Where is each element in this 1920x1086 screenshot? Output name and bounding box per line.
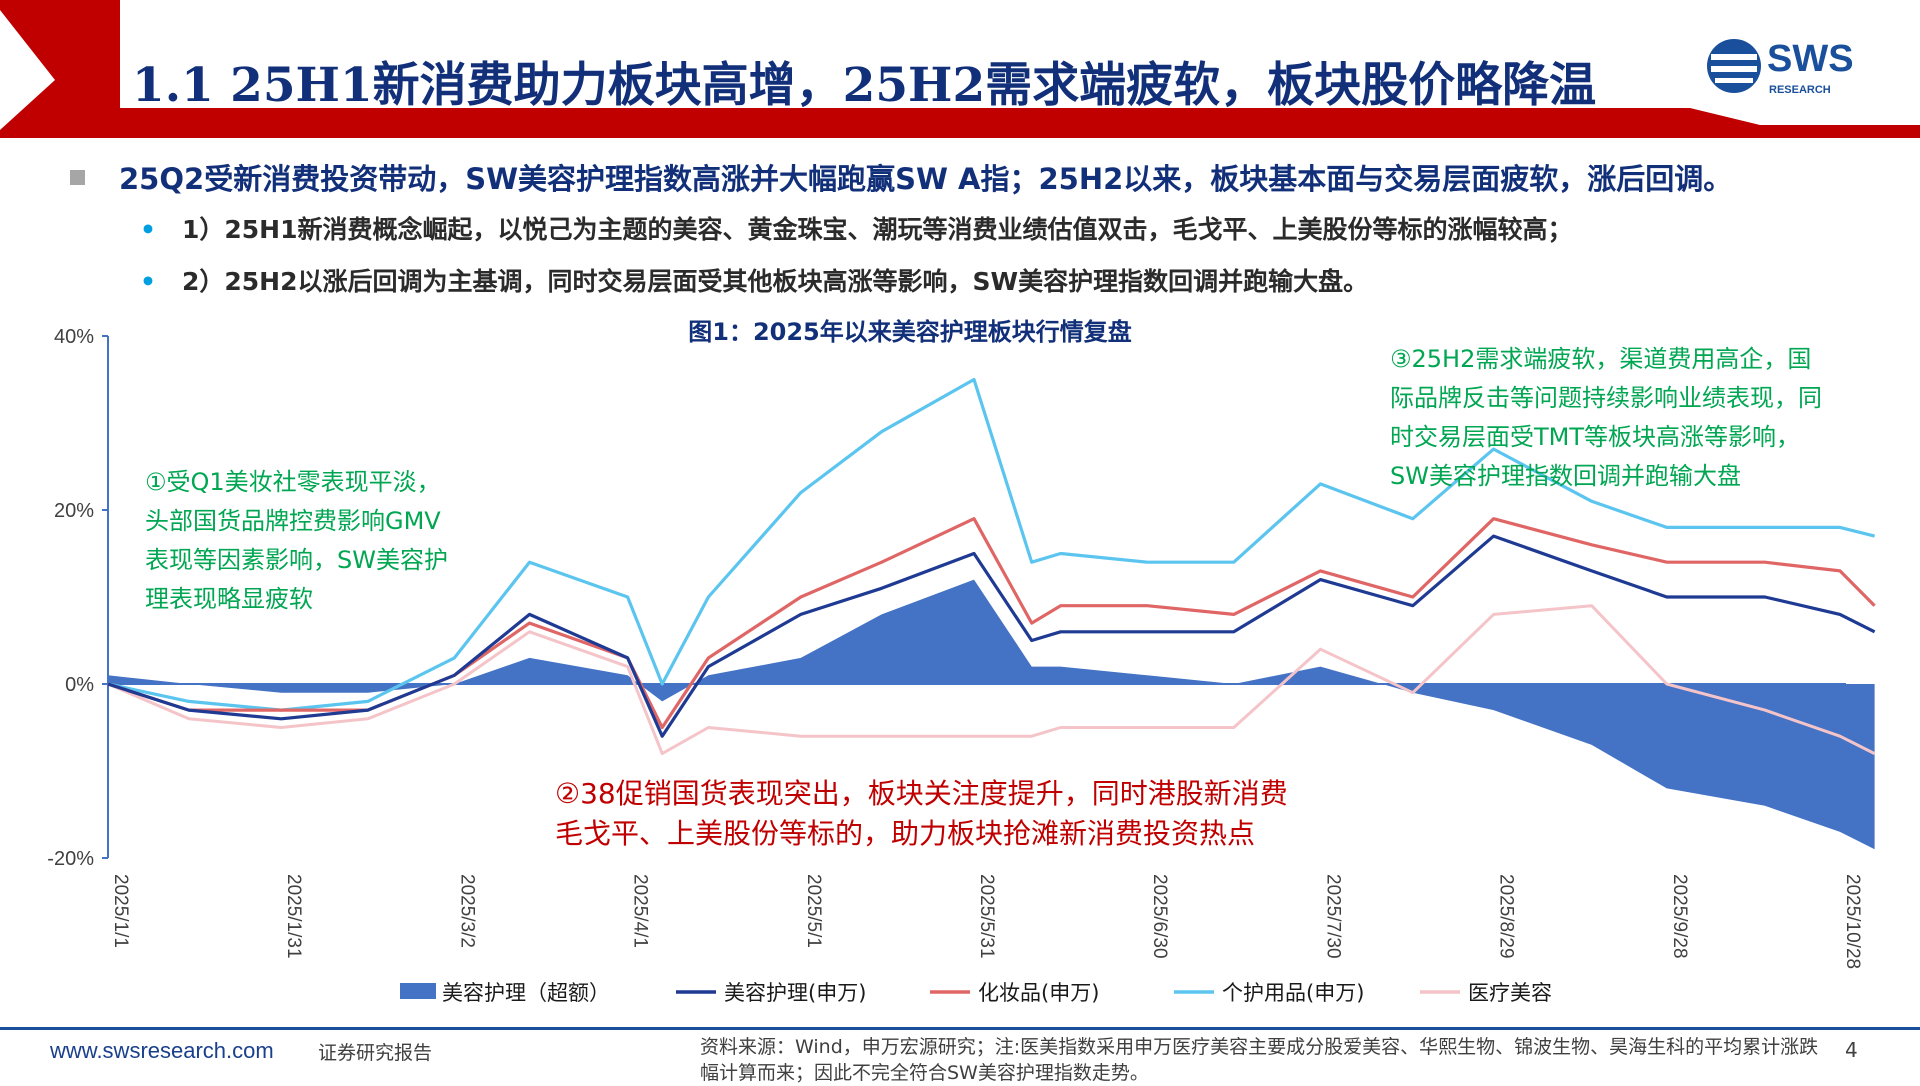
banner-white-cut [0, 10, 55, 130]
footer-website-link[interactable]: www.swsresearch.com [50, 1038, 274, 1063]
y-tick-label: 0% [65, 674, 94, 696]
chart-legend: 美容护理（超额） 美容护理(申万) 化妆品(申万) 个护用品(申万) 医疗美容 [400, 981, 1552, 1005]
bullet-sub-1: • 1）25H1新消费概念崛起，以悦己为主题的美容、黄金珠宝、潮玩等消费业绩估值双… [140, 210, 1573, 246]
bullet-sub-2: • 2）25H2以涨后回调为主基调，同时交易层面受其他板块高涨等影响，SW美容护理… [140, 262, 1368, 298]
bullet-sub-2-text: 2）25H2以涨后回调为主基调，同时交易层面受其他板块高涨等影响，SW美容护理指… [181, 267, 1369, 296]
dot-bullet-icon: • [140, 215, 156, 244]
legend-label: 医疗美容 [1468, 981, 1552, 1005]
logo-subtext: RESEARCH [1769, 84, 1831, 96]
x-tick-label: 2025/7/30 [1322, 874, 1343, 959]
y-tick-label: 40% [54, 326, 94, 348]
x-tick-label: 2025/6/30 [1149, 874, 1170, 959]
chart-title: 图1：2025年以来美容护理板块行情复盘 [688, 318, 1132, 346]
x-tick-label: 2025/9/28 [1669, 874, 1690, 959]
annotation-3-line: SW美容护理指数回调并跑输大盘 [1390, 462, 1741, 490]
y-axis: 40% 20% 0% -20% [47, 326, 109, 870]
x-tick-label: 2025/4/1 [630, 874, 651, 948]
plot-area [107, 377, 1876, 850]
footer-source-note: 资料来源：Wind，申万宏源研究；注:医美指数采用申万医疗美容主要成分股爱美容、… [700, 1036, 1819, 1084]
legend-label: 美容护理（超额） [442, 981, 610, 1005]
sws-logo: SWS RESEARCH [1705, 36, 1885, 100]
bullet-main-text: 25Q2受新消费投资带动，SW美容护理指数高涨并大幅跑赢SW A指；25H2以来… [119, 162, 1733, 196]
series-excess-area [108, 579, 1875, 850]
x-tick-label: 2025/10/28 [1842, 874, 1863, 969]
annotation-3-line: 际品牌反击等问题持续影响业绩表现，同 [1390, 384, 1822, 412]
square-bullet-icon [70, 170, 85, 185]
bullet-sub-1-text: 1）25H1新消费概念崛起，以悦己为主题的美容、黄金珠宝、潮玩等消费业绩估值双击… [181, 215, 1573, 244]
legend-swatch-area [400, 983, 436, 999]
x-tick-label: 2025/1/1 [110, 874, 131, 948]
page-title: 1.1 25H1新消费助力板块高增，25H2需求端疲软，板块股价略降温 [132, 58, 1597, 113]
legend-label: 美容护理(申万) [724, 981, 866, 1005]
x-tick-label: 2025/5/1 [803, 874, 824, 948]
legend-label: 个护用品(申万) [1222, 981, 1364, 1005]
annotation-1-line: 表现等因素影响，SW美容护 [145, 546, 448, 574]
y-tick-label: -20% [47, 848, 94, 870]
series-beauty-line [107, 534, 1876, 738]
x-tick-label: 2025/1/31 [283, 874, 304, 959]
header-banner [0, 0, 1920, 138]
x-tick-label: 2025/3/2 [456, 874, 477, 948]
x-tick-label: 2025/8/29 [1496, 874, 1517, 959]
dot-bullet-icon: • [140, 267, 156, 296]
annotation-3-line: 时交易层面受TMT等板块高涨等影响， [1390, 423, 1801, 451]
x-tick-label: 2025/5/31 [976, 874, 997, 959]
series-medical-aesthetics-line [107, 604, 1876, 756]
footer-report-label: 证券研究报告 [318, 1042, 433, 1064]
annotation-3-line: ③25H2需求端疲软，渠道费用高企，国 [1390, 345, 1812, 373]
y-tick-label: 20% [54, 500, 94, 522]
annotation-1: ①受Q1美妆社零表现平淡， 头部国货品牌控费影响GMV 表现等因素影响，SW美容… [145, 463, 448, 619]
annotation-2-line: ②38促销国货表现突出，板块关注度提升，同时港股新消费 [555, 777, 1288, 810]
annotation-2-line: 毛戈平、上美股份等标的，助力板块抢滩新消费投资热点 [555, 817, 1256, 850]
banner-red-shape [0, 0, 1920, 138]
market-review-chart: 图1：2025年以来美容护理板块行情复盘 40% 20% 0% -20% 2025/1… [47, 318, 1876, 1005]
series-personal-care-line [107, 377, 1875, 712]
annotation-1-line: 理表现略显疲软 [145, 585, 313, 613]
annotation-3: ③25H2需求端疲软，渠道费用高企，国 际品牌反击等问题持续影响业绩表现，同 时… [1390, 340, 1822, 496]
legend-label: 化妆品(申万) [978, 981, 1099, 1005]
annotation-1-line: ①受Q1美妆社零表现平淡， [145, 468, 441, 496]
footer-divider [0, 1027, 1920, 1030]
bullet-main: 25Q2受新消费投资带动，SW美容护理指数高涨并大幅跑赢SW A指；25H2以来… [70, 156, 1732, 198]
annotation-2: ②38促销国货表现突出，板块关注度提升，同时港股新消费 毛戈平、上美股份等标的，… [555, 774, 1288, 854]
annotation-1-line: 头部国货品牌控费影响GMV [145, 507, 441, 535]
logo-wordmark: SWS [1767, 38, 1854, 80]
page-number: 4 [1845, 1038, 1858, 1062]
logo-globe-icon [1707, 39, 1761, 93]
x-axis: 2025/1/1 2025/1/31 2025/3/2 2025/4/1 2025/5/… [108, 683, 1863, 969]
